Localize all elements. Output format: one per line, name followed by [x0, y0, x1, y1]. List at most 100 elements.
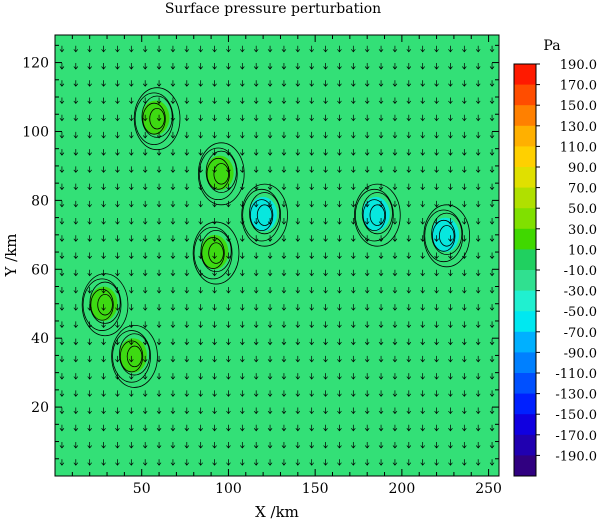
- wind-arrow: [170, 286, 176, 294]
- wind-arrow: [392, 286, 398, 294]
- wind-arrow: [212, 424, 217, 432]
- wind-arrow: [115, 338, 120, 346]
- wind-arrow: [378, 373, 384, 380]
- wind-arrow: [309, 131, 314, 139]
- wind-arrow: [351, 407, 356, 415]
- wind-arrow: [267, 114, 273, 122]
- wind-arrow: [337, 166, 342, 173]
- wind-arrow: [129, 390, 134, 397]
- contour: [369, 204, 386, 226]
- wind-arrow: [392, 373, 398, 380]
- wind-arrow: [295, 269, 301, 277]
- colorbar-tick-label: 70.0: [568, 182, 597, 197]
- wind-arrow: [323, 373, 328, 380]
- wind-arrow: [129, 63, 134, 70]
- plot-background: [55, 35, 499, 476]
- wind-arrow: [323, 286, 328, 294]
- wind-arrow: [475, 80, 481, 87]
- wind-arrow: [240, 441, 245, 449]
- wind-arrow: [129, 424, 134, 432]
- wind-arrow: [475, 269, 481, 277]
- wind-arrow: [295, 338, 301, 346]
- wind-arrow: [475, 459, 481, 466]
- wind-arrow: [434, 321, 439, 328]
- wind-arrow: [309, 390, 314, 397]
- wind-arrow: [337, 424, 342, 432]
- wind-arrow: [142, 338, 148, 346]
- wind-arrow: [462, 355, 467, 363]
- wind-arrow: [59, 200, 65, 208]
- wind-arrow: [198, 235, 203, 242]
- wind-arrow: [448, 252, 453, 260]
- wind-arrow: [420, 166, 425, 173]
- wind-arrow: [198, 355, 203, 363]
- wind-arrow: [267, 97, 273, 105]
- wind-arrow: [406, 304, 412, 311]
- wind-arrow: [87, 321, 92, 328]
- wind-arrow: [295, 131, 301, 139]
- wind-arrow: [295, 459, 301, 466]
- wind-arrow: [309, 407, 314, 415]
- wind-arrow: [115, 355, 120, 363]
- wind-arrow: [184, 338, 190, 346]
- wind-arrow: [309, 424, 314, 432]
- wind-arrow: [406, 131, 412, 139]
- wind-arrow: [323, 131, 328, 139]
- wind-arrow: [351, 80, 356, 87]
- wind-arrow: [115, 149, 120, 156]
- wind-arrow: [378, 166, 384, 173]
- wind-arrow: [462, 338, 467, 346]
- wind-arrow: [448, 149, 453, 156]
- wind-arrow: [420, 63, 425, 70]
- wind-arrow: [475, 45, 481, 53]
- contour: [197, 142, 245, 206]
- colorbar-segment: [514, 187, 536, 209]
- wind-arrow: [240, 390, 245, 397]
- wind-arrow: [406, 424, 412, 432]
- wind-arrow: [226, 218, 231, 225]
- wind-arrow: [156, 252, 162, 260]
- wind-arrow: [295, 183, 301, 191]
- wind-arrow: [420, 114, 425, 122]
- wind-arrow: [281, 183, 287, 191]
- wind-arrow: [434, 373, 439, 380]
- wind-arrow: [281, 218, 287, 225]
- wind-arrow: [73, 407, 79, 415]
- wind-arrow: [448, 286, 453, 294]
- wind-arrow: [59, 407, 65, 415]
- wind-arrow: [59, 166, 65, 173]
- wind-arrow: [198, 114, 203, 122]
- wind-arrow: [253, 80, 259, 87]
- wind-arrow: [59, 441, 65, 449]
- wind-arrow: [309, 235, 314, 242]
- wind-arrow: [87, 390, 92, 397]
- wind-arrow: [475, 390, 481, 397]
- contour: [354, 188, 394, 242]
- wind-arrow: [198, 269, 203, 277]
- wind-arrow: [115, 424, 120, 432]
- wind-arrow: [101, 149, 106, 156]
- contour: [198, 147, 238, 201]
- wind-arrow: [392, 355, 398, 363]
- wind-arrow: [406, 459, 412, 466]
- wind-arrow: [142, 45, 148, 53]
- wind-arrow: [462, 441, 467, 449]
- wind-arrow: [267, 407, 273, 415]
- wind-arrow: [87, 338, 92, 346]
- wind-arrow: [170, 63, 176, 70]
- wind-arrow: [170, 390, 176, 397]
- wind-arrow: [337, 459, 342, 466]
- wind-arrow: [351, 183, 356, 191]
- wind-arrow: [489, 45, 495, 53]
- wind-arrow: [351, 390, 356, 397]
- wind-arrow: [115, 131, 120, 139]
- wind-arrow: [337, 338, 342, 346]
- wind-arrow: [475, 304, 481, 311]
- wind-arrow: [309, 338, 314, 346]
- wind-arrow: [295, 45, 301, 53]
- wind-arrow: [240, 424, 245, 432]
- wind-arrow: [448, 114, 453, 122]
- wind-arrow: [475, 321, 481, 328]
- wind-arrow: [420, 218, 425, 225]
- wind-arrow: [59, 373, 65, 380]
